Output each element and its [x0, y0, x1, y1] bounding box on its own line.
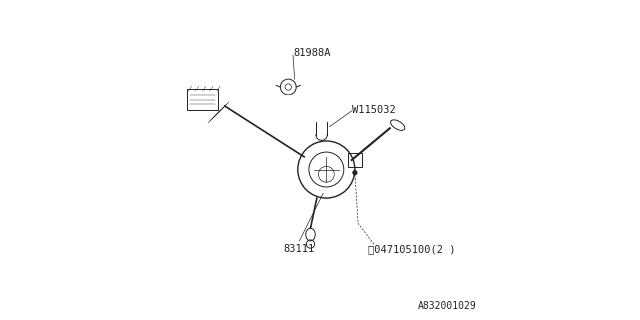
- Text: Ⓢ047105100(2 ): Ⓢ047105100(2 ): [367, 244, 455, 254]
- Circle shape: [353, 171, 356, 175]
- Text: 81988A: 81988A: [293, 48, 330, 58]
- Text: 83111: 83111: [284, 244, 315, 254]
- Text: W115032: W115032: [352, 105, 396, 115]
- Text: A832001029: A832001029: [419, 301, 477, 311]
